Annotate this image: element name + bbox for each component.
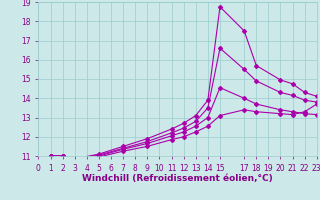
X-axis label: Windchill (Refroidissement éolien,°C): Windchill (Refroidissement éolien,°C): [82, 174, 273, 183]
